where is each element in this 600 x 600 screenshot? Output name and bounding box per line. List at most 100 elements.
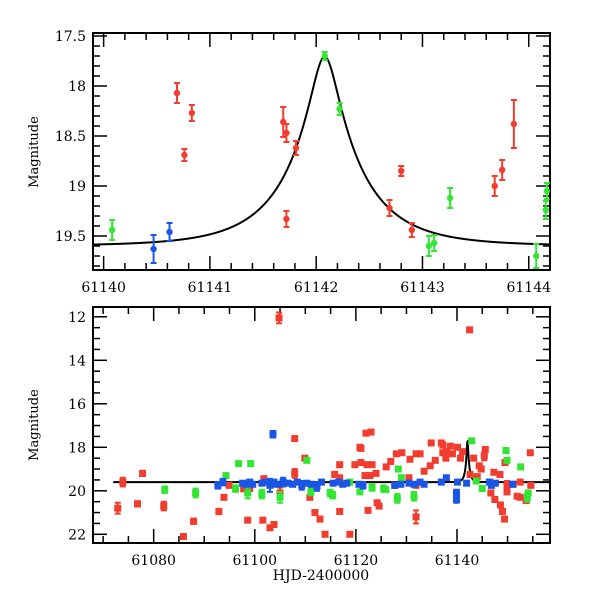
data-point-red xyxy=(412,509,420,525)
data-point-red xyxy=(503,488,511,496)
data-point-green xyxy=(368,483,376,492)
data-point-red xyxy=(133,500,141,508)
marker xyxy=(431,456,439,464)
marker xyxy=(291,435,299,443)
data-point-red xyxy=(160,500,168,512)
data-point-red xyxy=(439,441,447,449)
data-point-red xyxy=(119,476,127,488)
marker xyxy=(542,206,549,214)
data-point-green xyxy=(542,200,549,220)
marker xyxy=(439,441,447,449)
x-tick-label: 61080 xyxy=(131,553,176,569)
marker xyxy=(289,480,297,488)
marker xyxy=(242,480,250,488)
data-point-red xyxy=(477,465,485,473)
marker xyxy=(412,450,420,458)
marker xyxy=(179,532,187,540)
data-point-green xyxy=(502,447,510,455)
data-point-red xyxy=(244,516,252,524)
data-point-red xyxy=(114,501,122,515)
data-point-red xyxy=(498,159,506,181)
data-point-red xyxy=(496,501,504,509)
data-point-red xyxy=(351,461,359,469)
marker xyxy=(481,445,489,453)
marker xyxy=(412,513,420,521)
marker xyxy=(490,468,498,476)
marker xyxy=(292,144,300,152)
marker xyxy=(468,437,476,445)
data-point-red xyxy=(406,455,414,463)
data-point-red xyxy=(457,454,465,462)
data-point-green xyxy=(394,465,402,473)
data-point-blue xyxy=(359,481,367,490)
data-point-blue xyxy=(293,478,301,486)
data-point-red xyxy=(321,530,329,538)
data-point-red xyxy=(225,481,233,489)
marker xyxy=(473,473,481,481)
data-point-blue xyxy=(219,477,227,487)
data-point-red xyxy=(280,106,287,138)
data-point-green xyxy=(393,493,401,504)
bottom-xlabel: HJD-2400000 xyxy=(273,568,369,584)
marker xyxy=(386,204,393,212)
data-point-red xyxy=(442,454,450,462)
data-point-red xyxy=(336,461,344,469)
data-point-red xyxy=(336,507,344,515)
marker xyxy=(214,481,222,489)
data-point-green xyxy=(478,485,486,493)
marker xyxy=(491,495,499,503)
marker xyxy=(397,474,405,482)
marker xyxy=(410,492,418,500)
y-tick-label: 14 xyxy=(68,353,86,369)
marker xyxy=(114,504,122,512)
model-curve xyxy=(93,55,550,246)
marker xyxy=(336,461,344,469)
top-panel: 61140 61141 61142 61143 61144 17.5 18 18.5 19 19.… xyxy=(55,29,551,296)
data-point-red xyxy=(173,82,181,104)
data-point-green xyxy=(410,490,418,502)
marker xyxy=(526,449,534,457)
data-layer xyxy=(113,311,550,540)
series-red xyxy=(173,82,518,238)
data-point-red xyxy=(259,516,267,524)
data-point-red xyxy=(316,515,324,523)
data-point-blue xyxy=(420,480,428,488)
marker xyxy=(222,472,230,480)
marker xyxy=(244,516,252,524)
data-point-green xyxy=(232,484,240,493)
marker xyxy=(283,129,290,137)
data-point-blue xyxy=(343,479,351,487)
data-point-red xyxy=(420,467,428,475)
marker xyxy=(532,252,540,260)
marker xyxy=(405,479,413,487)
marker xyxy=(406,455,414,463)
data-point-red xyxy=(510,99,518,149)
series-blue xyxy=(214,429,517,504)
marker xyxy=(394,465,402,473)
marker xyxy=(448,450,456,458)
marker xyxy=(498,166,506,174)
marker xyxy=(331,470,339,478)
marker xyxy=(266,481,274,489)
data-point-blue xyxy=(491,479,499,487)
data-point-green xyxy=(356,488,364,496)
data-point-red xyxy=(470,454,478,462)
data-point-green xyxy=(532,243,540,269)
data-point-blue xyxy=(269,429,277,439)
marker xyxy=(361,472,369,480)
marker xyxy=(336,474,344,482)
marker xyxy=(382,486,390,494)
marker xyxy=(375,502,383,510)
data-point-red xyxy=(188,104,196,122)
marker xyxy=(430,239,438,247)
marker xyxy=(298,481,306,489)
data-point-green xyxy=(303,456,311,464)
data-point-green xyxy=(446,187,454,209)
marker xyxy=(487,489,495,497)
marker xyxy=(311,509,319,517)
marker xyxy=(393,494,401,502)
marker xyxy=(427,439,435,447)
marker xyxy=(477,465,485,473)
marker xyxy=(246,485,254,493)
marker xyxy=(543,187,550,195)
